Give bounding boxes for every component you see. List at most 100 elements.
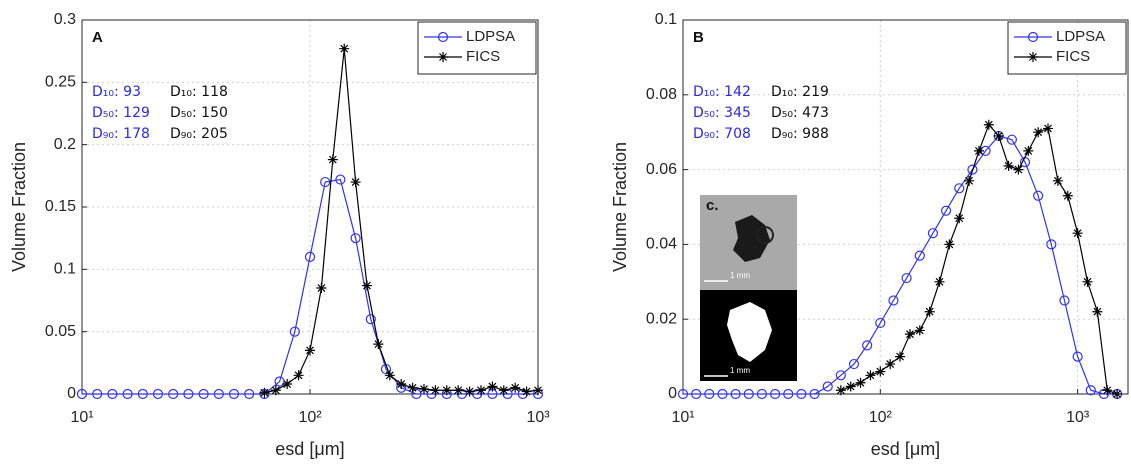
- data-point: [888, 295, 899, 306]
- y-tick-label: 0.1: [655, 11, 677, 28]
- data-point: [418, 384, 429, 395]
- y-axis-label: Volume Fraction: [610, 142, 630, 272]
- stat-label: D₉₀: 178: [92, 126, 150, 142]
- data-point: [373, 339, 384, 350]
- stat-label: D₅₀: 129: [92, 105, 150, 121]
- inset-label: c.: [706, 197, 719, 214]
- data-point: [1028, 52, 1038, 62]
- data-point: [862, 340, 873, 351]
- legend-box: [1007, 21, 1127, 75]
- data-point: [677, 388, 689, 400]
- data-point: [835, 385, 846, 396]
- data-point: [730, 388, 741, 400]
- data-point: [198, 388, 209, 400]
- data-point: [940, 205, 952, 216]
- data-point: [407, 382, 418, 393]
- data-point: [411, 388, 422, 400]
- legend: LDPSA FICS: [1007, 21, 1127, 75]
- data-point: [1033, 190, 1044, 201]
- series: [835, 119, 1123, 399]
- data-point: [691, 388, 702, 400]
- y-tick-label: 0.08: [646, 86, 677, 103]
- data-point: [954, 183, 965, 194]
- data-point: [743, 388, 754, 400]
- inset-bubble: [756, 226, 774, 244]
- x-tick-label: 10¹: [70, 409, 93, 426]
- y-tick-label: 0.02: [646, 310, 677, 327]
- stat-label: D₁₀: 219: [771, 84, 829, 100]
- data-point: [316, 283, 327, 294]
- data-point: [152, 388, 164, 400]
- data-point: [339, 43, 350, 54]
- x-tick-label: 10³: [526, 409, 550, 426]
- stat-label: D₉₀: 708: [693, 126, 751, 142]
- data-point: [1062, 190, 1073, 201]
- data-point: [107, 388, 118, 400]
- data-point: [361, 280, 372, 291]
- stat-label: D₅₀: 473: [771, 105, 829, 121]
- data-point: [475, 385, 486, 396]
- x-axis-label: esd [μm]: [275, 439, 344, 459]
- data-point: [914, 325, 925, 336]
- data-point: [92, 388, 103, 400]
- x-tick-label: 10²: [298, 409, 322, 426]
- data-point: [183, 388, 194, 400]
- data-point: [809, 388, 820, 400]
- y-tick-label: 0: [67, 385, 76, 402]
- data-point: [927, 228, 939, 239]
- data-point: [464, 386, 475, 397]
- axes-frame: [81, 19, 539, 395]
- data-point: [270, 385, 281, 396]
- data-point: [875, 317, 886, 329]
- data-point: [848, 358, 860, 370]
- stat-label: D₁₀: 93: [92, 84, 141, 100]
- data-point: [437, 31, 449, 43]
- data-point: [453, 385, 464, 396]
- data-point: [1085, 385, 1096, 396]
- inset-silhouette: [727, 302, 772, 362]
- legend-label: LDPSA: [466, 28, 515, 45]
- x-tick-label: 10¹: [671, 409, 694, 426]
- data-point: [487, 381, 498, 392]
- data-point: [384, 370, 395, 381]
- data-point: [1003, 160, 1014, 171]
- stat-label: D₅₀: 150: [170, 105, 228, 121]
- y-tick-label: 0.25: [45, 74, 76, 91]
- data-point: [1112, 389, 1123, 399]
- data-point: [845, 381, 856, 392]
- data-point: [122, 388, 133, 400]
- series: [259, 43, 543, 398]
- data-point: [704, 388, 715, 400]
- data-point: [441, 385, 452, 396]
- data-point: [365, 314, 376, 325]
- data-point: [895, 351, 906, 362]
- data-point: [967, 164, 978, 175]
- y-tick-label: 0.04: [646, 236, 677, 253]
- data-point: [822, 381, 833, 392]
- data-point: [282, 379, 293, 390]
- data-point: [1072, 351, 1083, 362]
- data-point: [289, 326, 300, 337]
- y-tick-label: 0.06: [646, 161, 677, 178]
- series-line: [82, 178, 538, 395]
- legend: LDPSA FICS: [417, 21, 537, 75]
- inset-particle: [733, 215, 770, 262]
- legend-label: LDPSA: [1056, 28, 1105, 45]
- x-tick-label: 10³: [1066, 409, 1090, 426]
- stat-label: D₉₀: 205: [170, 126, 228, 142]
- data-point: [954, 213, 965, 224]
- stat-label: D₁₀: 118: [170, 84, 228, 100]
- data-point: [835, 370, 846, 381]
- data-point: [213, 388, 224, 400]
- data-point: [944, 239, 955, 250]
- data-point: [1072, 228, 1083, 239]
- data-point: [327, 154, 338, 165]
- data-point: [76, 388, 88, 400]
- y-tick-label: 0.05: [45, 323, 76, 340]
- data-point: [335, 174, 346, 185]
- data-point: [904, 329, 915, 340]
- data-point: [914, 250, 925, 261]
- data-point: [1059, 295, 1070, 306]
- data-point: [885, 359, 896, 370]
- data-point: [1013, 164, 1024, 175]
